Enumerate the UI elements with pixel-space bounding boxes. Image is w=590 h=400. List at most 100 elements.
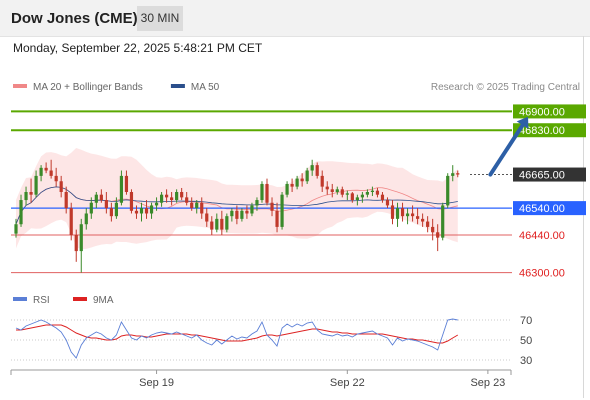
candle-body [290,183,294,187]
x-tick-label: Sep 22 [330,377,365,389]
candle-body [300,178,304,182]
candle-body [245,210,249,214]
level-label: 46830.00 [519,125,565,137]
candle-body [345,193,349,195]
candle-body [405,213,410,217]
candle-body [109,208,113,217]
candle-body [305,170,309,182]
forecast-arrow-shaft [488,123,525,177]
timestamp: Monday, September 22, 2025 5:48:21 PM CE… [13,41,263,55]
candle-body [175,192,179,201]
rsi-ma-line [16,324,459,344]
candle-body [385,200,390,206]
level-tag-resistance [513,123,586,138]
candle-body [456,173,460,175]
candle-body [34,175,38,195]
candle-body [315,165,319,176]
legend-label-0: MA 20 + Bollinger Bands [33,82,143,93]
candle-body [149,205,154,214]
candle-body [270,202,274,211]
rsi-legend-swatch-1 [73,297,87,301]
candle-body [205,213,209,222]
candle-body [44,167,48,171]
candle-body [119,175,124,203]
candle-body [19,200,23,225]
candle-body [421,218,425,222]
legend-swatch-1 [170,84,185,88]
candle-body [29,192,33,195]
candle-body [84,213,88,225]
candle-body [225,216,229,230]
candle-body [64,192,68,209]
candle-body [159,194,164,203]
candle-body [310,165,314,171]
instrument-title: Dow Jones (CME) [11,10,138,27]
x-tick-label: Sep 19 [139,377,174,389]
candle-body [390,205,395,219]
candle-body [215,218,219,230]
candle-body [154,202,159,206]
candle-body [320,175,324,187]
candle-body [451,173,455,176]
rsi-legend-label-0: RSI [33,295,50,306]
candle-body [375,190,380,195]
candle-body [330,189,334,192]
rsi-legend-label-1: 9MA [93,295,114,306]
candle-body [325,186,329,190]
candle-body [99,194,103,201]
ma50-line [15,186,458,225]
candle-body [190,202,194,209]
candle-body [144,208,149,214]
candle-body [295,178,299,187]
candle-body [89,202,93,214]
candle-body [365,192,369,195]
candle-body [431,226,435,233]
level-label: 46665.00 [519,170,565,182]
candle-body [24,192,28,201]
candle-body [280,194,284,227]
candle-body [335,189,339,192]
candle-body [94,194,98,203]
candle-body [134,210,139,214]
candle-body [426,221,430,227]
candle-body [265,183,269,203]
candle-body [124,175,129,192]
level-label: 46900.00 [519,106,565,118]
legend-label-1: MA 50 [191,82,220,93]
candle-body [69,208,73,235]
candle-body [74,234,78,252]
candle-body [275,210,279,227]
forecast-arrow-head [516,116,529,129]
candle-body [139,208,144,214]
candle-body [235,210,239,219]
candle-body [446,175,450,206]
candle-body [416,216,420,219]
level-tag-pivot [513,201,586,216]
level-tag-current [513,167,586,182]
candle-body [114,202,118,217]
candle-body [436,232,440,238]
interval-button[interactable]: 30 MIN [137,6,183,31]
candle-body [380,194,385,201]
rsi-line [15,318,458,359]
level-tag-resistance [513,104,586,119]
candles [14,159,460,273]
rsi-tick-label: 70 [520,315,532,327]
candle-body [14,224,18,234]
watermark: Research © 2025 Trading Central [431,82,580,93]
frame-border [583,36,584,398]
candle-body [210,221,214,230]
candle-body [260,183,264,201]
candle-body [165,194,169,198]
level-label: 46300.00 [519,268,565,280]
candle-body [441,205,445,238]
candle-body [54,175,58,182]
candle-body [395,208,400,219]
candle-body [49,170,53,176]
candle-body [79,224,83,252]
candle-body [360,194,364,198]
candle-body [400,208,405,217]
level-label: 46540.00 [519,203,565,215]
legend-swatch-0 [13,84,27,88]
